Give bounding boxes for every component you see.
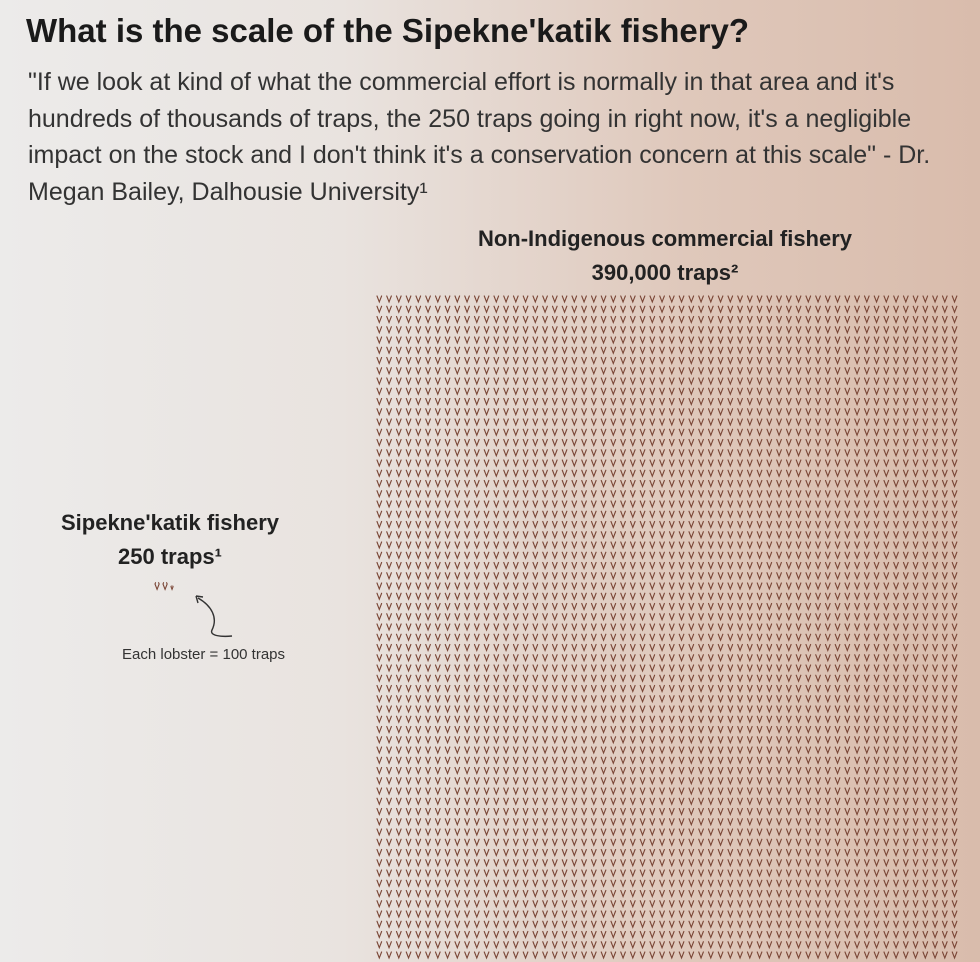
category-block: Sipekne'katik fishery 250 traps¹	[20, 506, 320, 574]
lobster-icon	[162, 582, 168, 591]
value-label: 390,000 traps²	[591, 260, 739, 285]
icon-group	[154, 582, 174, 591]
category-label: Non-Indigenous commercial fishery	[477, 226, 853, 251]
unit-legend: Each lobster = 100 traps	[122, 646, 286, 663]
lobster-icons	[376, 295, 958, 960]
icon-group	[376, 295, 958, 960]
value-label: 250 traps¹	[118, 544, 222, 569]
pointer-arrow	[197, 597, 233, 638]
arrow-head	[195, 595, 204, 604]
quote: "If we look at kind of what the commerci…	[28, 68, 931, 206]
chart-title: What is the scale of the Sipekne'katik f…	[26, 12, 750, 49]
category-block: Non-Indigenous commercial fishery 390,00…	[380, 222, 950, 290]
lobster-icon	[170, 585, 174, 591]
category-label: Sipekne'katik fishery	[60, 510, 279, 535]
lobster-icon	[154, 582, 160, 591]
